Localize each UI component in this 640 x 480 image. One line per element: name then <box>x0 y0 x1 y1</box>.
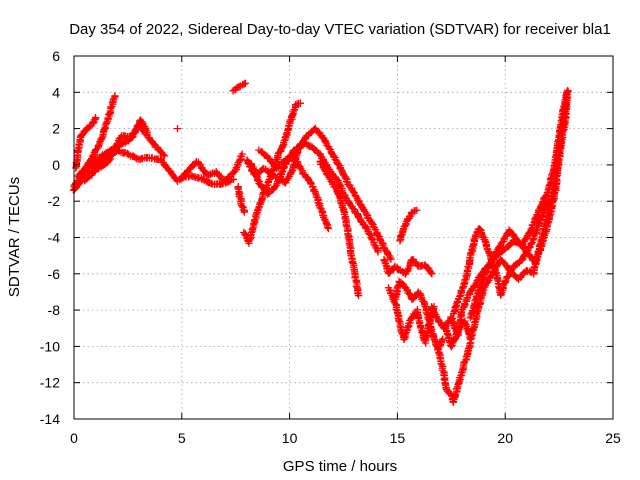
data-point <box>290 161 298 169</box>
data-point <box>427 269 435 277</box>
y-tick-labels: -14 -12 -10 -8 -6 -4 -2 0 2 4 6 <box>40 48 60 427</box>
data-point <box>111 92 119 100</box>
y-tick-label: -8 <box>48 302 61 318</box>
data-point <box>128 133 136 142</box>
series-track-18 <box>396 206 421 245</box>
x-tick-label: 15 <box>390 430 406 446</box>
y-tick-label: -14 <box>40 411 60 427</box>
data-point <box>428 270 436 278</box>
y-tick-label: -4 <box>48 230 61 246</box>
data-point <box>238 203 247 211</box>
data-point <box>374 248 382 256</box>
series-track-15 <box>316 157 363 300</box>
y-tick-label: -10 <box>40 338 60 354</box>
data-point <box>143 128 151 136</box>
data-point <box>523 266 531 275</box>
series-track-14 <box>255 146 333 233</box>
data-point <box>443 330 452 339</box>
data-point <box>440 375 448 383</box>
x-axis-label: GPS time / hours <box>283 458 397 475</box>
data-point <box>481 237 489 246</box>
data-point <box>387 255 395 263</box>
x-tick-label: 0 <box>70 430 78 446</box>
data-point <box>386 254 394 262</box>
data-point <box>248 228 256 236</box>
y-tick-label: -2 <box>48 193 61 209</box>
data-point <box>413 206 421 214</box>
data-point <box>564 86 572 95</box>
series-track-17 <box>384 284 438 347</box>
data-point <box>431 310 439 318</box>
series-track-23 <box>449 197 552 318</box>
y-tick-label: 0 <box>52 157 60 173</box>
y-tick-label: 4 <box>52 84 60 100</box>
x-tick-label: 10 <box>282 430 298 446</box>
data-point <box>238 150 246 158</box>
y-tick-label: -6 <box>48 266 61 282</box>
data-point <box>241 79 250 87</box>
data-point <box>236 156 244 164</box>
x-tick-label: 5 <box>178 430 186 446</box>
data-point <box>428 304 437 312</box>
chart-title: Day 354 of 2022, Sidereal Day-to-day VTE… <box>69 21 611 38</box>
x-tick-label: 25 <box>605 430 621 446</box>
y-tick-label: 6 <box>52 48 60 64</box>
data-point <box>416 291 424 299</box>
data-point <box>490 264 498 272</box>
series-track-19 <box>391 277 447 354</box>
data-point <box>240 80 249 88</box>
y-tick-label: 2 <box>52 121 60 137</box>
data-point <box>354 291 363 300</box>
series-track-24 <box>466 86 572 322</box>
series-track-8 <box>178 171 238 188</box>
x-tick-label: 20 <box>497 430 513 446</box>
data-point <box>447 342 456 351</box>
data-point <box>368 219 376 228</box>
y-axis-label: SDTVAR / TECUs <box>6 177 23 297</box>
series-track-5 <box>80 116 151 185</box>
series-track-10 <box>234 182 249 216</box>
data-point <box>240 208 248 216</box>
data-point <box>132 154 140 162</box>
series-track-16 <box>380 256 436 278</box>
y-tick-label: -12 <box>40 375 60 391</box>
data-point <box>89 151 98 159</box>
data-point <box>249 165 257 173</box>
data-point <box>439 335 447 343</box>
data-point <box>552 173 561 181</box>
data-point <box>323 223 332 231</box>
data-point <box>477 279 486 287</box>
series-track-13 <box>247 138 382 256</box>
data-point <box>522 248 531 256</box>
data-point <box>296 99 305 107</box>
data-point <box>476 226 485 234</box>
data-point <box>229 175 238 184</box>
axis-ticks <box>73 55 614 420</box>
data-point <box>353 210 362 218</box>
data-point <box>385 286 394 294</box>
series-track-6 <box>173 124 182 133</box>
data-point <box>159 151 167 159</box>
data-point <box>468 242 477 251</box>
data-point <box>91 114 100 122</box>
data-point <box>160 152 169 160</box>
data-point <box>413 310 422 319</box>
data-point <box>324 224 333 233</box>
data-point <box>502 232 510 241</box>
data-point <box>173 124 182 133</box>
data-point <box>214 171 222 179</box>
series-track-9 <box>229 79 250 95</box>
x-tick-labels: 0 5 10 15 20 25 <box>70 430 621 446</box>
